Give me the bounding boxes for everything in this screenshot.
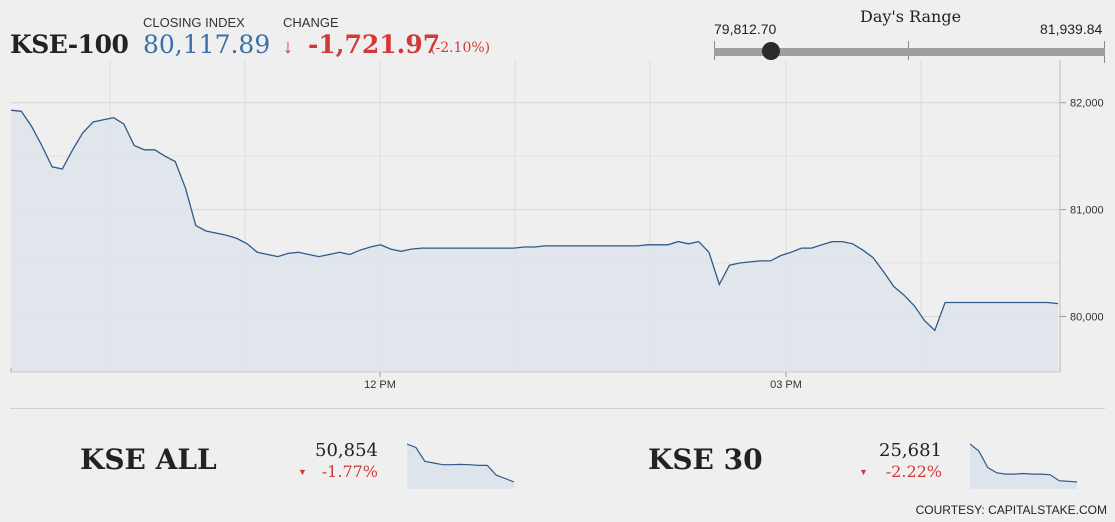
closing-index-value: 80,117.89: [143, 30, 271, 59]
series-line: [10, 109, 1059, 332]
index-ticker: KSE-100: [10, 30, 129, 59]
sparkline-line: [407, 443, 515, 483]
y-tick-label: 81,000: [1070, 205, 1104, 217]
triangle-down-icon: ▼: [298, 467, 307, 477]
section-divider: [10, 408, 1105, 409]
sub-index-value: 50,854: [315, 440, 378, 461]
x-tick-label: 12 PM: [364, 379, 396, 391]
x-tick-label: 03 PM: [770, 379, 802, 391]
closing-index-label: CLOSING INDEX: [143, 15, 245, 30]
sub-index-sparkline: [970, 443, 1078, 489]
arrow-down-icon: ↓: [283, 36, 293, 58]
sparkline-line: [970, 443, 1078, 483]
main-chart: 82,000 81,000 80,000 12 PM 03 PM: [10, 60, 1104, 391]
sub-index-value: 25,681: [879, 440, 942, 461]
sub-index-change: -2.22%: [885, 462, 942, 481]
sub-index-sparkline: [407, 443, 515, 489]
sparkline-area: [970, 444, 1077, 489]
y-tick-label: 82,000: [1070, 98, 1104, 110]
source-credit: COURTESY: CAPITALSTAKE.COM: [915, 503, 1107, 517]
days-range-high: 81,939.84: [1040, 21, 1103, 37]
sparkline-area: [407, 444, 514, 489]
y-tick-label: 80,000: [1070, 311, 1104, 323]
sub-index-change: -1.77%: [321, 462, 378, 481]
triangle-down-icon: ▼: [859, 467, 868, 477]
change-percent: (-2.10%): [430, 40, 491, 56]
change-value: -1,721.97: [308, 30, 441, 59]
days-range-title: Day's Range: [860, 7, 962, 26]
days-range-marker: [761, 42, 780, 60]
sub-index-name: KSE 30: [648, 443, 763, 476]
series-area: [11, 110, 1058, 372]
days-range-low: 79,812.70: [714, 21, 777, 37]
sub-index-name: KSE ALL: [80, 443, 217, 476]
days-range-bar: [714, 48, 1105, 56]
change-label: CHANGE: [283, 15, 339, 30]
